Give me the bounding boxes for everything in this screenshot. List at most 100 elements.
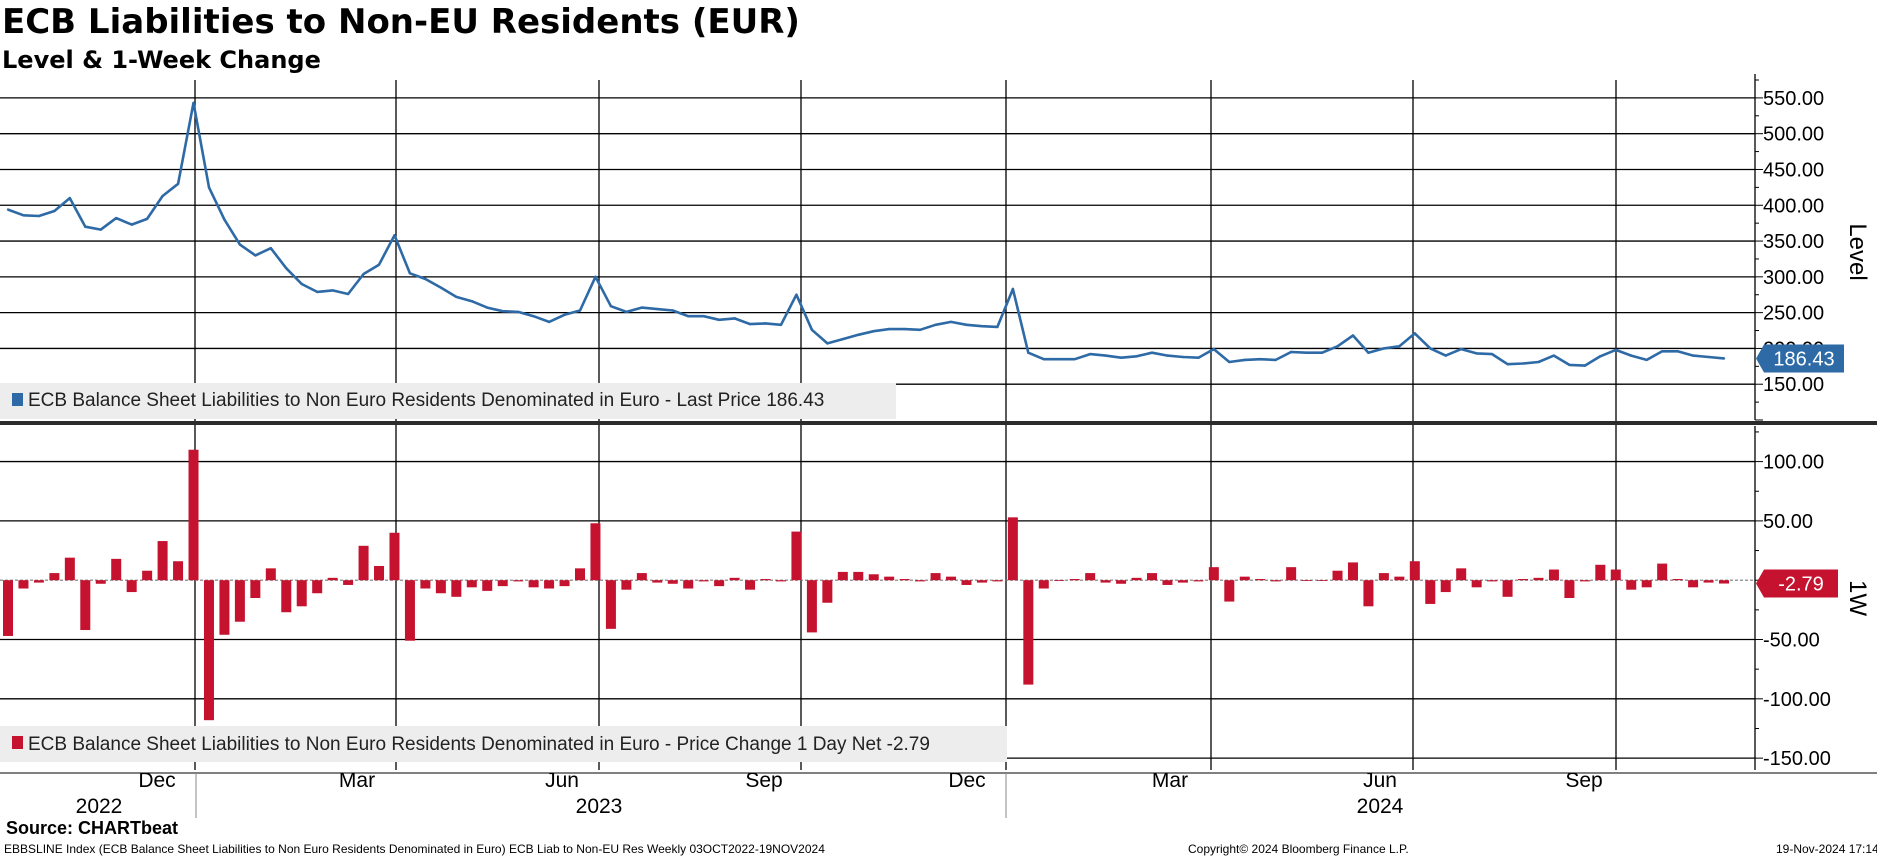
- level-point: [1614, 348, 1617, 352]
- level-point: [1630, 354, 1633, 357]
- change-bar: [296, 580, 307, 607]
- change-bar: [559, 580, 570, 587]
- change-bar: [698, 580, 709, 582]
- change-bar: [219, 580, 230, 635]
- level-point: [1583, 364, 1587, 367]
- level-point: [826, 342, 829, 345]
- change-bar: [1518, 579, 1529, 581]
- change-bar: [1409, 561, 1420, 581]
- level-point: [687, 315, 690, 318]
- level-point: [547, 320, 551, 324]
- change-bar: [435, 580, 446, 594]
- change-bar: [1610, 569, 1621, 581]
- change-bar: [1286, 567, 1297, 581]
- change-legend-box: [0, 726, 1007, 762]
- level-point: [1119, 356, 1123, 359]
- change-bar: [806, 580, 817, 633]
- level-point: [640, 306, 644, 309]
- level-last-value-flag: [1756, 344, 1844, 373]
- x-month-label: Sep: [1565, 769, 1602, 792]
- x-month-label: Mar: [1152, 769, 1188, 792]
- level-point: [1398, 345, 1401, 348]
- level-point: [501, 310, 504, 313]
- level-point: [1537, 360, 1540, 364]
- level-point: [532, 315, 535, 318]
- change-bar: [420, 580, 431, 589]
- level-tick-label: 350.00: [1763, 231, 1824, 253]
- change-bar: [1193, 580, 1204, 582]
- level-line: [7, 101, 1725, 367]
- change-bar: [1069, 579, 1080, 581]
- change-bar: [961, 580, 972, 585]
- level-point: [1722, 357, 1726, 360]
- change-bar: [1657, 563, 1668, 581]
- level-point: [594, 275, 597, 279]
- change-bar: [575, 568, 585, 581]
- level-point: [656, 307, 659, 311]
- change-bar: [343, 580, 354, 585]
- change-bar: [1502, 580, 1513, 597]
- level-point: [1027, 351, 1030, 354]
- footer-copyright: Copyright© 2024 Bloomberg Finance L.P.: [1188, 842, 1409, 856]
- level-point: [1305, 351, 1308, 354]
- change-bar: [451, 580, 462, 597]
- change-bars: [3, 449, 1729, 721]
- change-bar: [1177, 580, 1188, 583]
- change-bar: [1564, 580, 1575, 598]
- level-point: [1289, 350, 1293, 354]
- level-point: [1320, 351, 1324, 354]
- change-bar: [389, 532, 400, 581]
- level-point: [1506, 362, 1509, 366]
- change-bar: [466, 580, 477, 588]
- change-bar: [1595, 564, 1606, 581]
- level-point: [1351, 334, 1355, 337]
- change-legend-text: ECB Balance Sheet Liabilities to Non Eur…: [28, 734, 930, 755]
- level-point: [486, 306, 489, 309]
- axis-labels: 550.00 500.00 450.00 400.00 350.00 300.00 250.…: [76, 88, 1871, 818]
- level-tick-label: 500.00: [1763, 124, 1824, 146]
- change-bar: [157, 541, 168, 581]
- change-bar: [482, 580, 493, 591]
- change-bar: [1270, 580, 1281, 582]
- x-month-label: Sep: [745, 769, 782, 792]
- level-point: [362, 272, 365, 276]
- axes: [0, 74, 1877, 818]
- level-tick-label: 150.00: [1763, 374, 1824, 396]
- x-month-label: Jun: [1363, 769, 1397, 792]
- level-point: [702, 315, 705, 318]
- level-point: [1104, 354, 1107, 357]
- level-point: [563, 313, 566, 316]
- change-bar: [1255, 579, 1266, 581]
- change-bar: [729, 577, 740, 581]
- level-point: [285, 267, 288, 270]
- change-bar: [590, 523, 601, 581]
- level-point: [408, 272, 412, 275]
- level-point: [748, 322, 752, 326]
- chart-title: ECB Liabilities to Non-EU Residents (EUR…: [2, 2, 800, 42]
- change-bar: [899, 579, 910, 581]
- level-point: [1336, 345, 1339, 348]
- change-bar: [1703, 580, 1714, 583]
- level-point: [145, 217, 149, 221]
- change-bar: [775, 580, 786, 582]
- change-last-value-flag: [1756, 569, 1838, 598]
- change-bar: [234, 580, 245, 622]
- change-bar: [1363, 580, 1374, 607]
- level-point: [1011, 287, 1015, 291]
- footer-timestamp: 19-Nov-2024 17:14:14: [1776, 842, 1877, 856]
- level-point: [1429, 347, 1432, 350]
- change-bar: [605, 580, 616, 629]
- level-last-value: 186.43: [1773, 348, 1834, 370]
- change-bar: [760, 579, 771, 581]
- level-point: [996, 325, 999, 329]
- level-point: [1521, 362, 1525, 365]
- level-point: [934, 323, 937, 326]
- level-point: [1691, 354, 1695, 357]
- level-point: [1490, 352, 1494, 356]
- level-point: [1459, 347, 1463, 351]
- level-point: [6, 208, 10, 211]
- change-bar: [667, 580, 678, 584]
- change-legend-swatch: [12, 736, 23, 749]
- level-point: [857, 333, 860, 337]
- change-bar: [837, 571, 848, 581]
